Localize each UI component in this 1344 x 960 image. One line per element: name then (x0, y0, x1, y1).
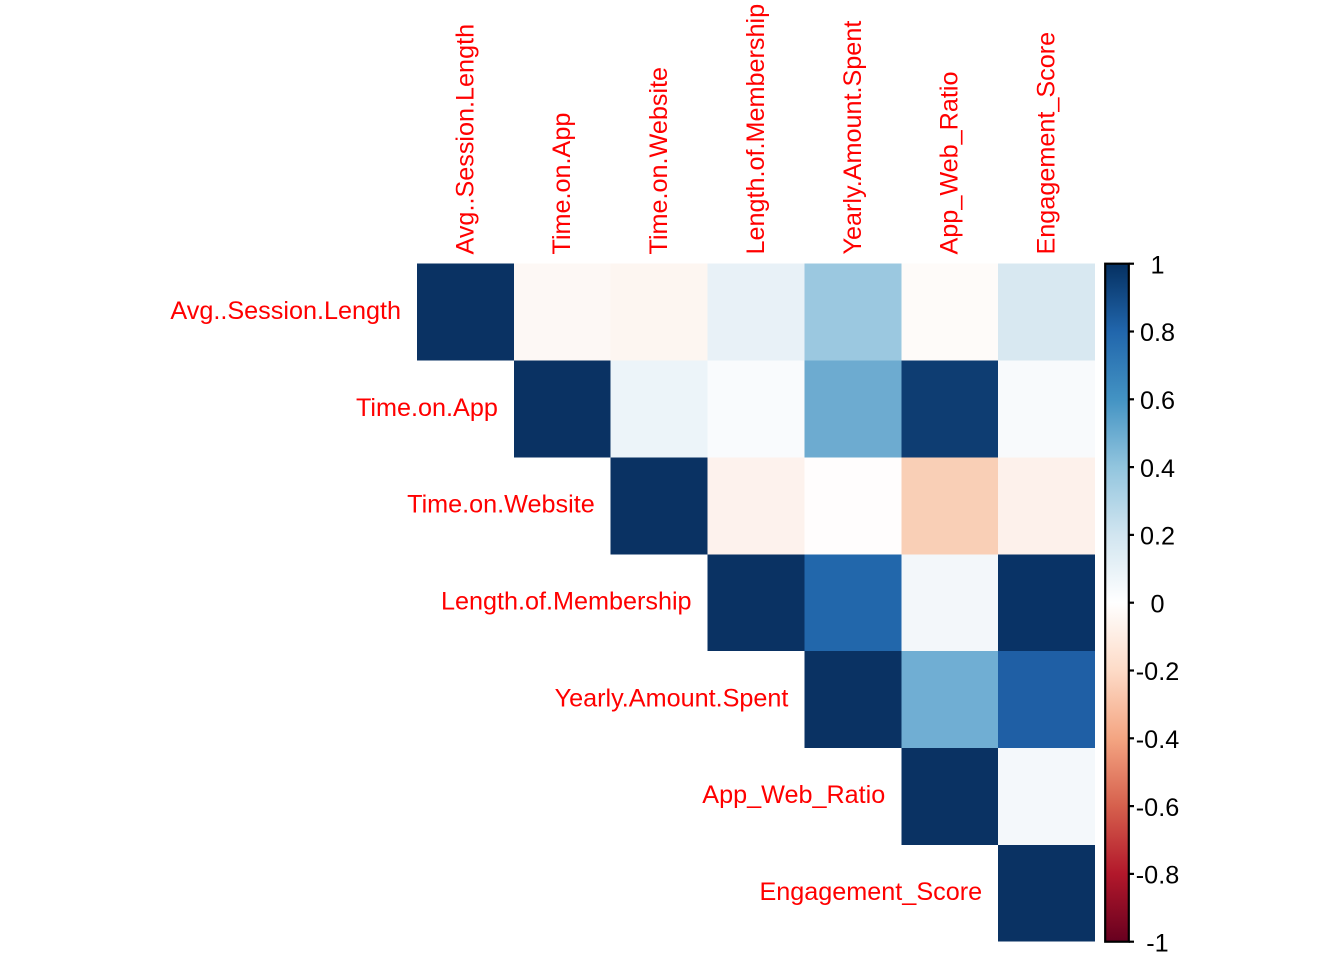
svg-text:Time.on.App: Time.on.App (548, 113, 576, 255)
svg-text:-1: -1 (1146, 929, 1168, 957)
svg-text:Length.of.Membership: Length.of.Membership (441, 588, 692, 616)
svg-text:Engagement_Score: Engagement_Score (759, 878, 982, 906)
svg-text:0.2: 0.2 (1140, 523, 1175, 551)
svg-text:Time.on.App: Time.on.App (356, 394, 498, 422)
svg-text:1: 1 (1150, 251, 1164, 279)
svg-text:App_Web_Ratio: App_Web_Ratio (936, 72, 964, 255)
svg-text:Time.on.Website: Time.on.Website (407, 491, 595, 519)
svg-text:-0.8: -0.8 (1136, 862, 1179, 890)
svg-text:Engagement_Score: Engagement_Score (1032, 32, 1060, 255)
svg-text:-0.4: -0.4 (1136, 726, 1179, 754)
svg-text:Avg..Session.Length: Avg..Session.Length (170, 297, 401, 325)
svg-text:Time.on.Website: Time.on.Website (645, 67, 673, 255)
svg-text:-0.6: -0.6 (1136, 794, 1179, 822)
svg-text:-0.2: -0.2 (1136, 658, 1179, 686)
svg-text:Length.of.Membership: Length.of.Membership (742, 4, 770, 255)
svg-text:0: 0 (1150, 590, 1164, 618)
svg-text:Yearly.Amount.Spent: Yearly.Amount.Spent (555, 684, 789, 712)
svg-text:0.6: 0.6 (1140, 387, 1175, 415)
svg-text:Yearly.Amount.Spent: Yearly.Amount.Spent (839, 21, 867, 255)
svg-text:0.8: 0.8 (1140, 319, 1175, 347)
svg-text:App_Web_Ratio: App_Web_Ratio (702, 781, 885, 809)
svg-text:0.4: 0.4 (1140, 455, 1175, 483)
svg-text:Avg..Session.Length: Avg..Session.Length (451, 24, 479, 255)
